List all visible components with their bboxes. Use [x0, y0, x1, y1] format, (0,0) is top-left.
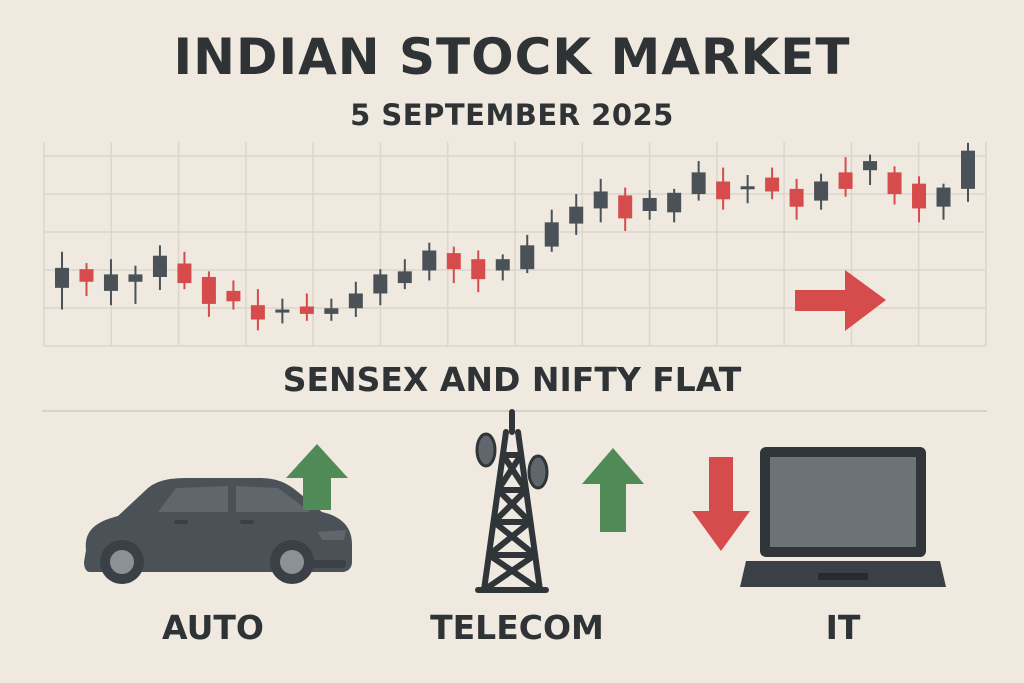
candle-body — [324, 308, 339, 314]
laptop-icon — [740, 447, 946, 587]
candle — [446, 246, 461, 284]
candle-body — [152, 255, 167, 277]
candle-body — [397, 271, 412, 284]
market-caption: SENSEX AND NIFTY FLAT — [282, 360, 742, 399]
trend-right-arrow-icon — [795, 270, 886, 331]
candle-body — [446, 253, 461, 270]
tower-icon — [475, 409, 549, 593]
candle — [201, 271, 216, 317]
it-down-arrow-icon — [692, 457, 750, 551]
candle — [618, 187, 633, 231]
candles — [55, 142, 975, 331]
telecom-up-arrow-icon — [582, 448, 644, 532]
candle — [863, 154, 878, 185]
candle — [520, 234, 535, 274]
candle — [103, 259, 118, 306]
candle-body — [299, 306, 314, 314]
candle — [961, 142, 975, 202]
candle — [55, 251, 69, 310]
auto-up-arrow-icon — [286, 444, 348, 510]
candle — [152, 245, 167, 291]
candle-body — [814, 181, 829, 201]
candle — [887, 166, 902, 205]
candle-body — [912, 183, 927, 209]
candle — [324, 298, 339, 321]
candle-body — [716, 181, 731, 200]
candle — [177, 251, 192, 290]
candle — [422, 242, 437, 281]
candle — [128, 265, 143, 304]
page-subtitle: 5 SEPTEMBER 2025 — [350, 98, 674, 132]
candle — [936, 183, 951, 220]
chart-grid — [43, 142, 987, 347]
candle-body — [103, 274, 118, 291]
candle-body — [177, 263, 192, 284]
candle — [667, 188, 682, 223]
candle-body — [691, 172, 706, 195]
candle-body — [838, 172, 853, 189]
candle-body — [569, 206, 584, 224]
car-icon — [84, 478, 352, 584]
candle-body — [544, 222, 559, 247]
candle-body — [887, 172, 902, 195]
candle-body — [348, 293, 363, 309]
candle-body — [936, 187, 951, 207]
candle-body — [201, 276, 216, 304]
candle-body — [520, 245, 535, 270]
candle-body — [593, 191, 608, 209]
candle — [299, 293, 314, 321]
candle-body — [961, 150, 975, 189]
candle — [912, 176, 927, 223]
candle — [495, 254, 510, 281]
candle — [397, 259, 412, 290]
candle — [716, 167, 731, 210]
candle-body — [618, 195, 633, 219]
candle — [569, 194, 584, 235]
candle-body — [422, 250, 437, 271]
candle — [250, 289, 265, 331]
candle — [373, 269, 388, 306]
candle — [226, 280, 241, 310]
candle-body — [667, 192, 682, 213]
sector-label-auto: AUTO — [162, 608, 264, 647]
candle — [691, 161, 706, 201]
candle-body — [373, 274, 388, 294]
candle — [814, 173, 829, 210]
sector-label-it: IT — [825, 608, 861, 647]
candle — [544, 209, 559, 252]
candle-body — [471, 259, 486, 280]
candle-body — [226, 290, 241, 302]
page-title: INDIAN STOCK MARKET — [173, 28, 851, 86]
candle — [79, 263, 94, 297]
candle-body — [275, 309, 290, 313]
candle-body — [789, 188, 804, 207]
candle — [765, 167, 780, 200]
candle-body — [642, 197, 657, 212]
candle-body — [79, 269, 94, 282]
candle — [642, 190, 657, 220]
candle — [593, 178, 608, 223]
candle-body — [495, 259, 510, 271]
candle — [838, 157, 853, 197]
candle — [275, 298, 290, 324]
candle — [740, 174, 755, 204]
candle-body — [863, 161, 878, 171]
candle-body — [128, 274, 143, 282]
candle-body — [250, 305, 265, 320]
sector-label-telecom: TELECOM — [430, 608, 604, 647]
candle-body — [55, 267, 69, 288]
candle — [348, 281, 363, 317]
candle — [471, 250, 486, 293]
candle-body — [740, 186, 755, 190]
candle — [789, 178, 804, 220]
candle-body — [765, 177, 780, 192]
